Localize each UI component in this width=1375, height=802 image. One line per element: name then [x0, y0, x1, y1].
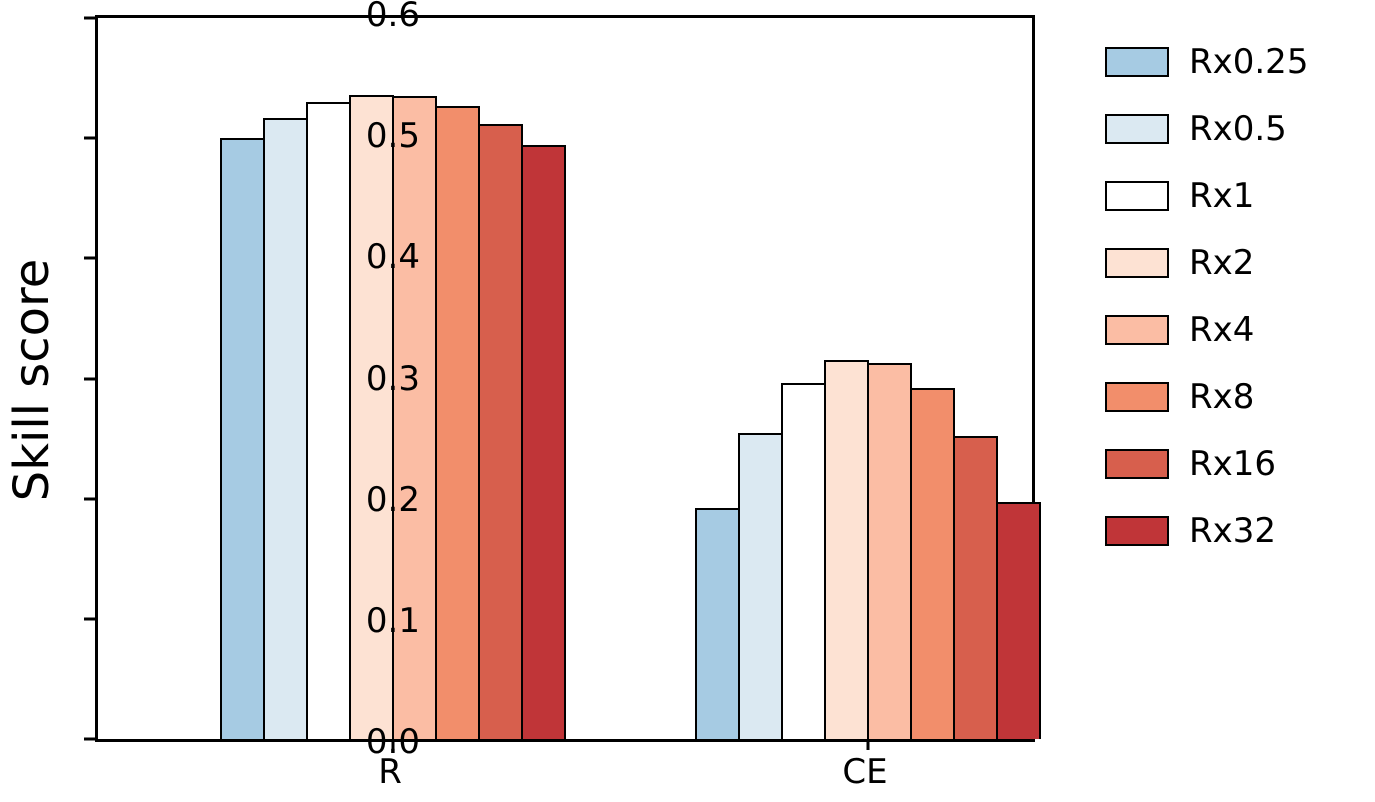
- legend-label: Rx4: [1189, 310, 1255, 350]
- bar-rx0_5-ce: [738, 432, 783, 739]
- legend-item-rx16: Rx16: [1105, 444, 1308, 484]
- bar-group-r: [220, 18, 566, 739]
- bar-rx4-r: [392, 96, 437, 739]
- legend-item-rx32: Rx32: [1105, 511, 1308, 551]
- bar-rx32-r: [521, 145, 566, 739]
- legend-color-patch: [1105, 315, 1169, 345]
- legend-label: Rx0.5: [1189, 109, 1287, 149]
- legend-color-patch: [1105, 516, 1169, 546]
- x-axis-tick: [391, 739, 395, 750]
- y-axis-tick: [84, 737, 95, 741]
- bar-rx8-r: [435, 105, 480, 739]
- legend-label: Rx1: [1189, 176, 1255, 216]
- bar-rx16-ce: [953, 436, 998, 739]
- bar-rx32-ce: [996, 502, 1041, 739]
- legend-item-rx0_5: Rx0.5: [1105, 109, 1308, 149]
- legend-item-rx4: Rx4: [1105, 310, 1308, 350]
- legend-item-rx8: Rx8: [1105, 377, 1308, 417]
- y-axis-tick: [84, 617, 95, 621]
- y-axis-tick-label: 0.4: [365, 237, 420, 278]
- y-axis-tick: [84, 377, 95, 380]
- y-axis-tick-label: 0.1: [365, 600, 420, 641]
- y-axis-tick-label: 0.3: [365, 358, 420, 399]
- legend-item-rx0_25: Rx0.25: [1105, 42, 1308, 82]
- legend-color-patch: [1105, 382, 1169, 412]
- legend-color-patch: [1105, 449, 1169, 479]
- legend-color-patch: [1105, 248, 1169, 278]
- legend-item-rx2: Rx2: [1105, 243, 1308, 283]
- plot-area: [84, 15, 1041, 750]
- legend-label: Rx16: [1189, 444, 1277, 484]
- y-axis-tick: [84, 16, 95, 20]
- legend: Rx0.25 Rx0.5 Rx1 Rx2 Rx4 Rx8 Rx16 Rx32: [1105, 42, 1308, 551]
- y-axis-label: Skill score: [4, 258, 60, 502]
- y-axis-tick-label: 0.5: [365, 116, 420, 157]
- y-axis-tick-label: 0.6: [365, 0, 420, 35]
- x-axis-tick-label-ce: CE: [842, 752, 888, 792]
- bar-rx0_25-ce: [695, 508, 740, 739]
- y-axis-tick: [84, 497, 95, 501]
- y-axis-tick-label: 0.0: [365, 722, 420, 762]
- bar-rx2-ce: [824, 360, 869, 739]
- y-axis-tick: [84, 256, 95, 260]
- legend-item-rx1: Rx1: [1105, 176, 1308, 216]
- bar-rx1-ce: [781, 383, 826, 739]
- legend-color-patch: [1105, 114, 1169, 144]
- bar-rx4-ce: [867, 362, 912, 739]
- bar-rx2-r: [349, 94, 394, 739]
- legend-label: Rx2: [1189, 243, 1255, 283]
- bar-rx0_5-r: [263, 117, 308, 739]
- bar-rx1-r: [306, 102, 351, 739]
- legend-label: Rx8: [1189, 377, 1255, 417]
- x-axis-tick-label-r: R: [378, 752, 402, 792]
- legend-label: Rx32: [1189, 511, 1277, 551]
- legend-color-patch: [1105, 47, 1169, 77]
- bar-group-ce: [695, 18, 1041, 739]
- legend-label: Rx0.25: [1189, 42, 1309, 82]
- y-axis-tick: [84, 136, 95, 140]
- y-axis-tick-label: 0.2: [365, 479, 420, 520]
- legend-color-patch: [1105, 181, 1169, 211]
- bar-rx0_25-r: [220, 138, 265, 739]
- bar-rx8-ce: [910, 388, 955, 739]
- x-axis-tick: [866, 739, 870, 750]
- bar-rx16-r: [478, 123, 523, 739]
